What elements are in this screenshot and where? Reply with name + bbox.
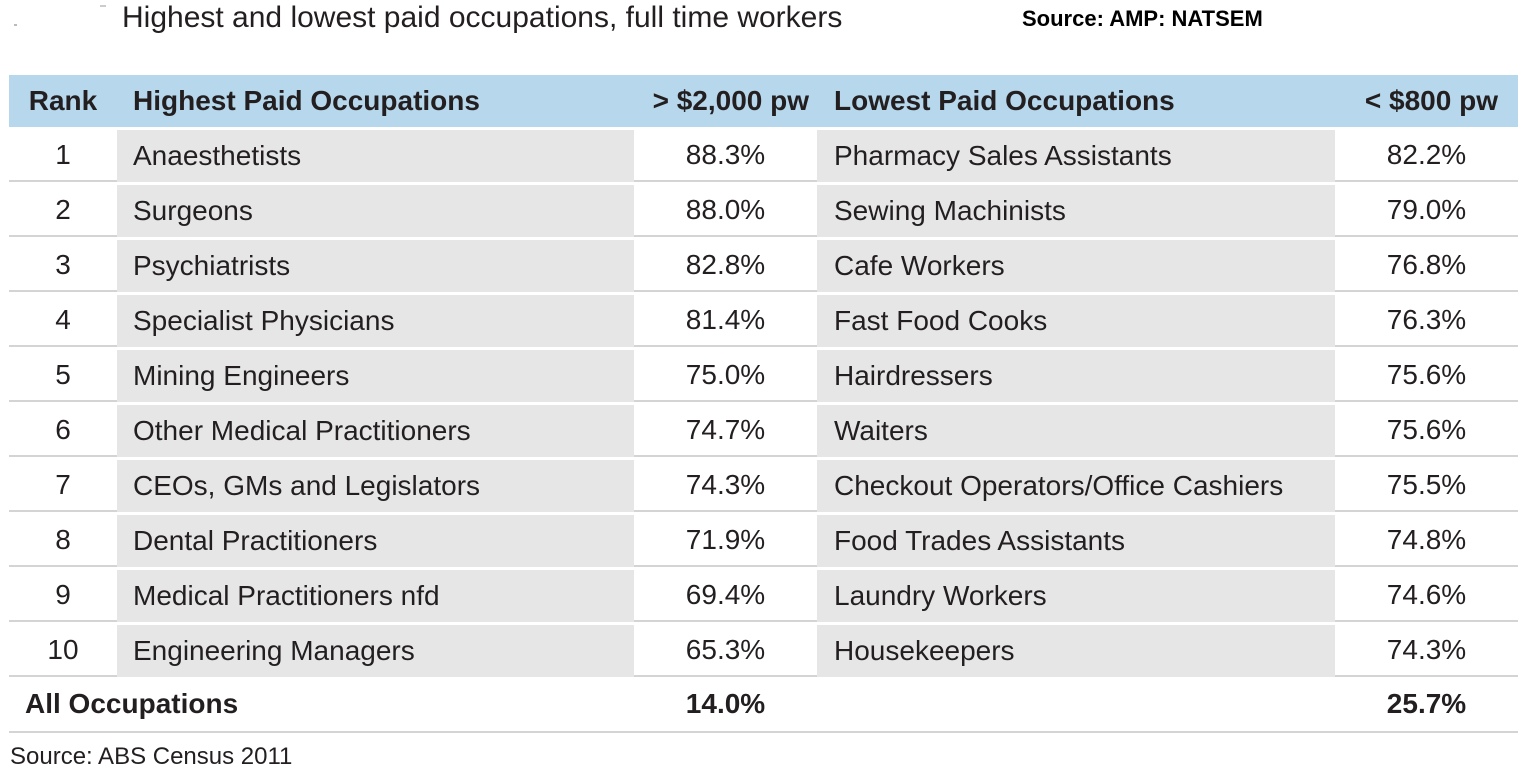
occupations-table: Rank Highest Paid Occupations > $2,000 p… bbox=[9, 75, 1518, 733]
high-pct-cell: 75.0% bbox=[685, 359, 766, 390]
rank-cell: 4 bbox=[55, 304, 71, 335]
low-occupation-cell: Checkout Operators/Office Cashiers bbox=[817, 460, 1335, 512]
total-high-pct: 14.0% bbox=[685, 688, 766, 719]
high-pct-cell: 88.3% bbox=[685, 139, 766, 170]
low-pct-cell: 74.8% bbox=[1386, 524, 1467, 555]
low-pct-cell: 75.6% bbox=[1386, 414, 1467, 445]
top-source-label: Source: AMP: NATSEM bbox=[1022, 6, 1263, 31]
total-label: All Occupations bbox=[25, 688, 239, 719]
high-occupation-cell: Specialist Physicians bbox=[117, 295, 634, 347]
table-row: 1 Anaesthetists 88.3% Pharmacy Sales Assist… bbox=[9, 127, 1518, 182]
table-row: 10 Engineering Managers 65.3% Housekeepers 7… bbox=[9, 622, 1518, 677]
rank-cell: 8 bbox=[55, 524, 71, 555]
rank-cell: 5 bbox=[55, 359, 71, 390]
table-row: 3 Psychiatrists 82.8% Cafe Workers 76.8% bbox=[9, 237, 1518, 292]
table-row: 5 Mining Engineers 75.0% Hairdressers 75.6% bbox=[9, 347, 1518, 402]
low-pct-cell: 74.6% bbox=[1386, 579, 1467, 610]
high-pct-cell: 65.3% bbox=[685, 634, 766, 665]
high-occupation-cell: Dental Practitioners bbox=[117, 515, 634, 567]
low-pct-cell: 75.5% bbox=[1386, 469, 1467, 500]
table-row: 6 Other Medical Practitioners 74.7% Waiters… bbox=[9, 402, 1518, 457]
high-pct-cell: 69.4% bbox=[685, 579, 766, 610]
low-occupation-cell: Housekeepers bbox=[817, 625, 1335, 677]
total-low-pct: 25.7% bbox=[1386, 688, 1467, 719]
header-highest-paid: Highest Paid Occupations bbox=[133, 85, 480, 116]
high-pct-cell: 71.9% bbox=[685, 524, 766, 555]
table-row: 7 CEOs, GMs and Legislators 74.3% Checkout … bbox=[9, 457, 1518, 512]
low-occupation-cell: Pharmacy Sales Assistants bbox=[817, 130, 1335, 182]
high-occupation-cell: CEOs, GMs and Legislators bbox=[117, 460, 634, 512]
low-occupation-cell: Fast Food Cooks bbox=[817, 295, 1335, 347]
header-rank: Rank bbox=[28, 85, 98, 116]
table-header-row: Rank Highest Paid Occupations > $2,000 p… bbox=[9, 75, 1518, 127]
high-pct-cell: 74.7% bbox=[685, 414, 766, 445]
high-occupation-cell: Surgeons bbox=[117, 185, 634, 237]
high-occupation-cell: Psychiatrists bbox=[117, 240, 634, 292]
table-row: 4 Specialist Physicians 81.4% Fast Food Coo… bbox=[9, 292, 1518, 347]
high-pct-cell: 81.4% bbox=[685, 304, 766, 335]
low-pct-cell: 79.0% bbox=[1386, 194, 1467, 225]
table-row: 2 Surgeons 88.0% Sewing Machinists 79.0% bbox=[9, 182, 1518, 237]
rank-cell: 1 bbox=[55, 139, 71, 170]
low-occupation-cell: Food Trades Assistants bbox=[817, 515, 1335, 567]
low-occupation-cell: Laundry Workers bbox=[817, 570, 1335, 622]
rank-cell: 6 bbox=[55, 414, 71, 445]
chart-title: Highest and lowest paid occupations, ful… bbox=[122, 1, 843, 34]
low-pct-cell: 74.3% bbox=[1386, 634, 1467, 665]
high-pct-cell: 74.3% bbox=[685, 469, 766, 500]
high-occupation-cell: Engineering Managers bbox=[117, 625, 634, 677]
high-occupation-cell: Anaesthetists bbox=[117, 130, 634, 182]
table-row: 8 Dental Practitioners 71.9% Food Trades As… bbox=[9, 512, 1518, 567]
table-total-row: All Occupations 14.0% 25.7% bbox=[9, 677, 1518, 733]
low-occupation-cell: Sewing Machinists bbox=[817, 185, 1335, 237]
high-pct-cell: 88.0% bbox=[685, 194, 766, 225]
high-occupation-cell: Other Medical Practitioners bbox=[117, 405, 634, 457]
table-body: 1 Anaesthetists 88.3% Pharmacy Sales Assist… bbox=[9, 127, 1518, 677]
high-occupation-cell: Medical Practitioners nfd bbox=[117, 570, 634, 622]
high-pct-cell: 82.8% bbox=[685, 249, 766, 280]
low-pct-cell: 82.2% bbox=[1386, 139, 1467, 170]
scan-artifact bbox=[14, 24, 17, 26]
low-pct-cell: 75.6% bbox=[1386, 359, 1467, 390]
rank-cell: 7 bbox=[55, 469, 71, 500]
rank-cell: 3 bbox=[55, 249, 71, 280]
scan-artifact bbox=[100, 5, 106, 7]
low-occupation-cell: Cafe Workers bbox=[817, 240, 1335, 292]
high-occupation-cell: Mining Engineers bbox=[117, 350, 634, 402]
rank-cell: 2 bbox=[55, 194, 71, 225]
low-pct-cell: 76.3% bbox=[1386, 304, 1467, 335]
footer-source-label: Source: ABS Census 2011 bbox=[10, 743, 293, 770]
low-pct-cell: 76.8% bbox=[1386, 249, 1467, 280]
header-lowest-paid: Lowest Paid Occupations bbox=[834, 85, 1175, 116]
header-low-threshold: < $800 pw bbox=[1364, 85, 1498, 116]
low-occupation-cell: Waiters bbox=[817, 405, 1335, 457]
table-row: 9 Medical Practitioners nfd 69.4% Laundry W… bbox=[9, 567, 1518, 622]
rank-cell: 10 bbox=[47, 634, 79, 665]
low-occupation-cell: Hairdressers bbox=[817, 350, 1335, 402]
rank-cell: 9 bbox=[55, 579, 71, 610]
header-high-threshold: > $2,000 pw bbox=[652, 85, 809, 116]
